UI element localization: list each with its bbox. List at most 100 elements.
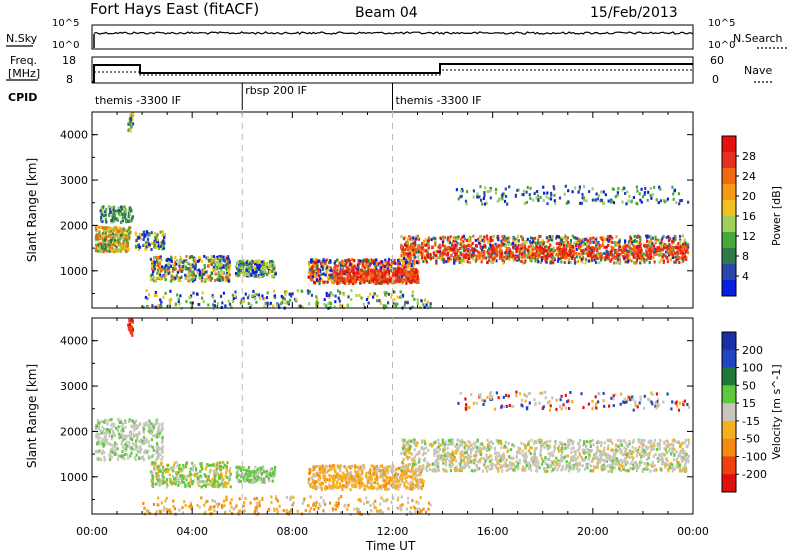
range-cell xyxy=(547,246,550,250)
range-cell xyxy=(397,266,400,270)
range-cell xyxy=(540,246,544,250)
range-cell xyxy=(575,255,578,259)
range-cell xyxy=(220,472,223,476)
range-cell xyxy=(416,302,419,306)
range-cell xyxy=(316,264,319,268)
range-cell xyxy=(614,195,617,199)
range-cell xyxy=(539,235,542,238)
range-cell xyxy=(436,250,440,254)
range-cell xyxy=(272,475,275,479)
range-cell xyxy=(414,277,417,281)
range-cell xyxy=(534,241,537,245)
range-cell xyxy=(109,418,112,422)
range-cell xyxy=(172,275,175,279)
range-cell xyxy=(108,249,111,253)
range-cell xyxy=(571,245,574,249)
range-cell xyxy=(325,270,329,274)
range-cell xyxy=(163,480,166,484)
range-cell xyxy=(123,457,126,461)
range-cell xyxy=(348,269,351,273)
range-cell xyxy=(411,244,414,248)
range-cell xyxy=(584,261,587,265)
range-cell xyxy=(387,487,391,491)
range-cell xyxy=(273,468,276,472)
range-cell xyxy=(455,247,458,251)
range-cell xyxy=(156,238,159,241)
range-cell xyxy=(404,278,407,282)
range-cell xyxy=(506,236,509,240)
range-cell xyxy=(191,468,194,472)
range-cell xyxy=(151,267,154,271)
range-cell xyxy=(649,244,652,248)
range-cell xyxy=(118,209,121,213)
range-cell xyxy=(571,234,574,238)
range-cell xyxy=(147,424,150,428)
range-cell xyxy=(637,250,640,254)
range-cell xyxy=(145,247,148,251)
range-cell xyxy=(168,258,171,262)
range-cell xyxy=(114,445,117,449)
range-cell xyxy=(396,295,399,299)
range-cell xyxy=(552,250,555,254)
range-cell xyxy=(204,475,208,478)
range-cell xyxy=(158,480,161,484)
range-cell xyxy=(504,194,508,198)
range-cell xyxy=(566,236,569,240)
range-cell xyxy=(532,255,535,259)
range-cell xyxy=(345,261,348,265)
range-cell xyxy=(579,245,582,249)
range-cell xyxy=(373,292,376,296)
range-cell xyxy=(200,259,203,263)
range-cell xyxy=(549,248,553,252)
range-cell xyxy=(333,261,336,265)
range-cell xyxy=(659,199,662,203)
range-cell xyxy=(203,254,206,258)
range-cell xyxy=(616,193,619,197)
range-cell xyxy=(328,296,331,300)
range-cell xyxy=(552,246,555,250)
range-cell xyxy=(492,250,495,254)
range-cell xyxy=(548,251,551,255)
range-cell xyxy=(393,258,396,262)
range-cell xyxy=(250,478,253,482)
range-cell xyxy=(405,281,408,285)
range-cell xyxy=(328,273,331,277)
range-cell xyxy=(412,239,415,242)
range-cell xyxy=(342,293,346,297)
range-cell xyxy=(178,261,181,265)
range-cell xyxy=(207,264,210,268)
range-cell xyxy=(222,461,225,465)
range-cell xyxy=(226,259,229,263)
range-cell xyxy=(661,236,664,240)
range-cell xyxy=(471,255,474,259)
range-cell xyxy=(344,281,347,285)
range-cell xyxy=(205,270,208,274)
range-cell xyxy=(116,457,120,461)
range-cell xyxy=(156,421,159,425)
range-cell xyxy=(562,240,565,244)
range-cell xyxy=(250,266,253,270)
range-cell xyxy=(488,253,491,257)
range-cell xyxy=(335,272,338,276)
range-cell xyxy=(375,261,378,265)
range-cell xyxy=(326,265,329,269)
range-cell xyxy=(339,305,342,309)
range-cell xyxy=(482,255,485,259)
range-cell xyxy=(329,266,332,270)
range-cell xyxy=(635,260,638,263)
range-cell xyxy=(560,260,563,264)
range-cell xyxy=(416,280,419,284)
range-cell xyxy=(198,273,201,276)
range-cell xyxy=(580,259,583,263)
range-cell xyxy=(461,189,464,193)
range-cell xyxy=(272,267,275,271)
range-cell xyxy=(355,266,358,270)
range-cell xyxy=(129,437,132,441)
range-cell xyxy=(100,215,103,219)
range-cell xyxy=(412,272,415,276)
range-cell xyxy=(140,438,143,442)
range-cell xyxy=(126,219,129,223)
range-cell xyxy=(359,275,362,278)
range-cell xyxy=(128,418,131,422)
range-cell xyxy=(480,260,483,264)
